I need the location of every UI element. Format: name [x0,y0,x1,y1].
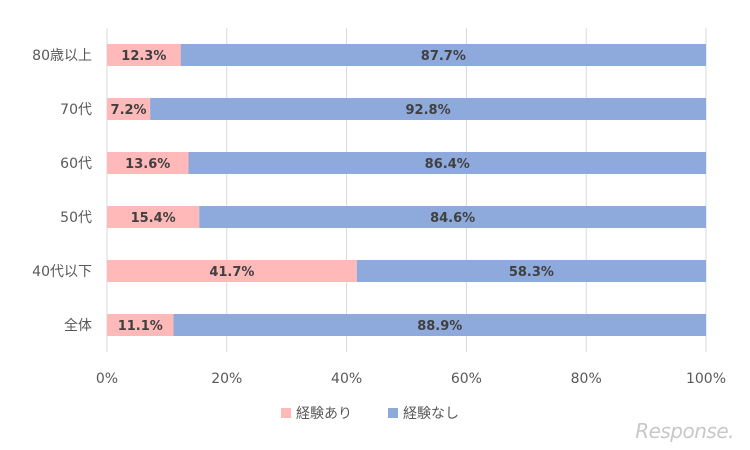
x-tick-label: 60% [451,371,482,387]
legend-swatch [281,408,291,418]
category-label: 70代 [60,102,92,118]
data-label: 86.4% [425,157,470,172]
category-label: 40代以下 [32,264,92,280]
data-label: 87.7% [421,49,466,64]
category-label: 50代 [60,210,92,226]
data-label: 92.8% [406,103,451,118]
category-label: 80歳以上 [32,48,92,64]
data-label: 11.1% [118,319,163,334]
bar-segment [107,98,151,120]
bar-segment [107,44,181,66]
data-label: 12.3% [121,49,166,64]
watermark-logo: Response. [635,419,734,443]
data-label: 88.9% [417,319,462,334]
bar-segment [107,206,200,228]
legend-label: 経験なし [403,406,459,422]
legend-label: 経験あり [296,406,352,422]
category-label: 全体 [64,317,92,334]
data-label: 13.6% [125,157,170,172]
bar-segment [180,44,706,66]
x-tick-labels: 0% 20% 40% 60% 80% 100% [96,371,726,387]
data-label: 41.7% [209,265,254,280]
data-label: 84.6% [430,211,475,226]
data-label: 58.3% [509,265,554,280]
bar-segment [199,206,706,228]
data-label: 7.2% [111,103,147,118]
legend: 経験あり 経験なし [281,406,459,422]
bar-segment [107,314,174,336]
bar-segment [356,260,706,282]
x-tick-label: 0% [96,371,118,387]
x-tick-label: 40% [331,371,362,387]
bar-segment [107,152,189,174]
bar-segment [150,98,707,120]
legend-swatch [388,408,398,418]
bar-segment [173,314,706,336]
bar-segment [188,152,707,174]
x-tick-label: 80% [571,371,602,387]
bar-segment [107,260,357,282]
data-label: 15.4% [131,211,176,226]
category-label: 60代 [60,156,92,172]
x-tick-label: 20% [211,371,242,387]
gridlines [106,28,707,352]
bars: 12.3% 87.7% 7.2% 92.8% 13.6% 86.4% 15.4% 84.6% 4… [107,44,707,336]
x-tick-label: 100% [686,371,726,387]
